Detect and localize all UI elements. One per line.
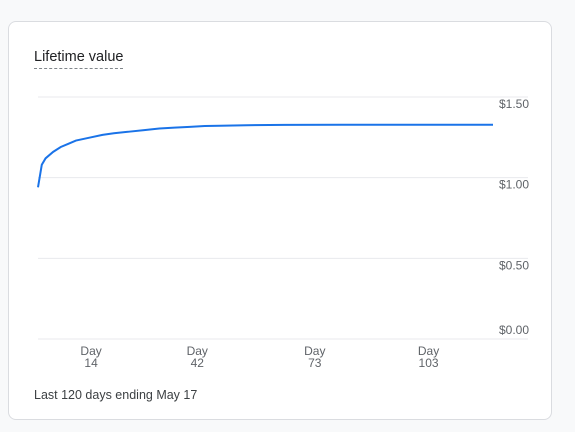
x-tick-label: Day [80, 344, 101, 358]
x-tick-label: 14 [84, 356, 98, 370]
lifetime-value-card: Lifetime value Last 120 days ending May … [8, 21, 552, 420]
y-tick-label: $0.00 [499, 323, 529, 337]
y-tick-label: $1.50 [499, 97, 529, 111]
x-tick-label: Day [418, 344, 439, 358]
card-title[interactable]: Lifetime value [34, 48, 124, 69]
date-range-footer: Last 120 days ending May 17 [34, 388, 198, 402]
x-tick-label: Day [304, 344, 325, 358]
x-tick-label: Day [187, 344, 208, 358]
y-tick-label: $0.50 [499, 258, 529, 272]
grid-layer [38, 96, 528, 340]
x-tick-label: 42 [191, 356, 205, 370]
series-line [37, 123, 493, 188]
y-tick-label: $1.00 [499, 178, 529, 192]
y-axis-ticks: $0.00 $0.50 $1.00 $1.50 [499, 97, 529, 337]
x-tick-label: 73 [308, 356, 322, 370]
x-tick-label: 103 [419, 356, 439, 370]
